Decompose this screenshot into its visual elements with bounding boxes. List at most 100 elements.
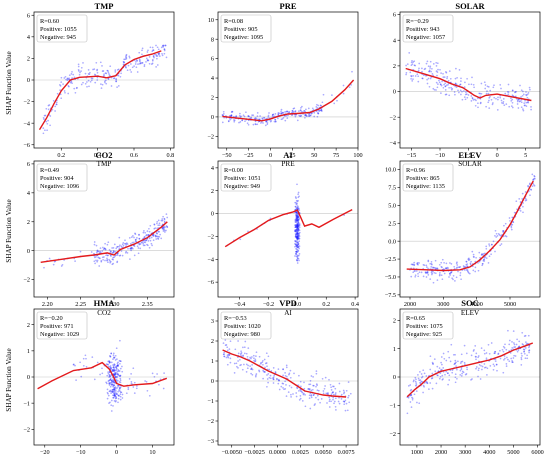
scatter-point (456, 264, 458, 266)
scatter-point (151, 63, 153, 65)
scatter-point (426, 381, 428, 383)
scatter-point (493, 369, 495, 371)
scatter-point (459, 69, 461, 71)
scatter-point (273, 367, 275, 369)
scatter-point (149, 63, 151, 65)
scatter-point (343, 85, 345, 87)
scatter-point (234, 348, 236, 350)
scatter-point (441, 364, 443, 366)
scatter-point (65, 79, 67, 81)
scatter-point (296, 259, 298, 261)
scatter-point (152, 373, 154, 375)
y-tick-label: −1 (207, 398, 214, 405)
scatter-point (528, 92, 530, 94)
scatter-point (409, 384, 411, 386)
y-tick-label: 0 (27, 374, 30, 381)
scatter-point (515, 355, 517, 357)
scatter-point (267, 382, 269, 384)
scatter-point (448, 94, 450, 96)
scatter-point (463, 371, 465, 373)
scatter-point (488, 262, 490, 264)
scatter-point (472, 98, 474, 100)
scatter-point (134, 392, 136, 394)
scatter-point (447, 351, 449, 353)
scatter-point (120, 379, 122, 381)
scatter-point (68, 86, 70, 88)
scatter-point (164, 218, 166, 220)
scatter-point (503, 98, 505, 100)
scatter-point (297, 207, 299, 209)
scatter-point (410, 394, 412, 396)
scatter-point (266, 386, 268, 388)
scatter-point (99, 374, 101, 376)
scatter-point (48, 109, 50, 111)
y-tick-label: −2 (23, 277, 30, 284)
scatter-point (161, 47, 163, 49)
scatter-point (457, 360, 459, 362)
scatter-point (507, 359, 509, 361)
scatter-point (324, 388, 326, 390)
scatter-point (85, 83, 87, 85)
scatter-point (477, 376, 479, 378)
scatter-point (442, 278, 444, 280)
scatter-point (117, 361, 119, 363)
scatter-point (255, 360, 257, 362)
scatter-point (418, 63, 420, 65)
scatter-point (116, 387, 118, 389)
scatter-point (85, 358, 87, 360)
scatter-point (328, 379, 330, 381)
scatter-point (319, 402, 321, 404)
scatter-point (296, 396, 298, 398)
scatter-point (144, 236, 146, 238)
scatter-point (115, 373, 117, 375)
scatter-point (524, 335, 526, 337)
scatter-point (489, 245, 491, 247)
scatter-point (524, 353, 526, 355)
scatter-point (249, 357, 251, 359)
y-tick-label: −4 (389, 140, 396, 147)
scatter-point (262, 378, 264, 380)
scatter-point (165, 45, 167, 47)
scatter-point (150, 46, 152, 48)
scatter-point (282, 383, 284, 385)
scatter-point (111, 362, 113, 364)
scatter-point (89, 72, 91, 74)
scatter-point (471, 100, 473, 102)
scatter-point (129, 237, 131, 239)
scatter-point (49, 115, 51, 117)
scatter-point (281, 112, 283, 114)
scatter-point (407, 412, 409, 414)
scatter-point (153, 239, 155, 241)
x-tick-label: −25 (244, 152, 254, 159)
scatter-point (421, 71, 423, 73)
scatter-point (49, 258, 51, 260)
scatter-point (329, 406, 331, 408)
scatter-point (251, 114, 253, 116)
panel-title: ELEV (458, 150, 482, 160)
scatter-point (232, 111, 234, 113)
scatter-point (78, 69, 80, 71)
scatter-point (156, 223, 158, 225)
scatter-point (534, 176, 536, 178)
scatter-point (304, 394, 306, 396)
scatter-point (332, 397, 334, 399)
scatter-point (448, 357, 450, 359)
scatter-point (115, 366, 117, 368)
scatter-point (529, 89, 531, 91)
scatter-point (455, 373, 457, 375)
y-tick-label: 8 (211, 36, 214, 43)
scatter-point (243, 364, 245, 366)
scatter-point (76, 87, 78, 89)
scatter-point (315, 397, 317, 399)
scatter-point (295, 202, 297, 204)
scatter-point (412, 61, 414, 63)
scatter-point (436, 374, 438, 376)
scatter-point (488, 86, 490, 88)
scatter-point (483, 253, 485, 255)
scatter-point (118, 398, 120, 400)
scatter-point (471, 355, 473, 357)
scatter-point (85, 73, 87, 75)
scatter-point (65, 76, 67, 78)
scatter-point (157, 64, 159, 66)
y-tick-label: 7.5 (388, 185, 396, 192)
